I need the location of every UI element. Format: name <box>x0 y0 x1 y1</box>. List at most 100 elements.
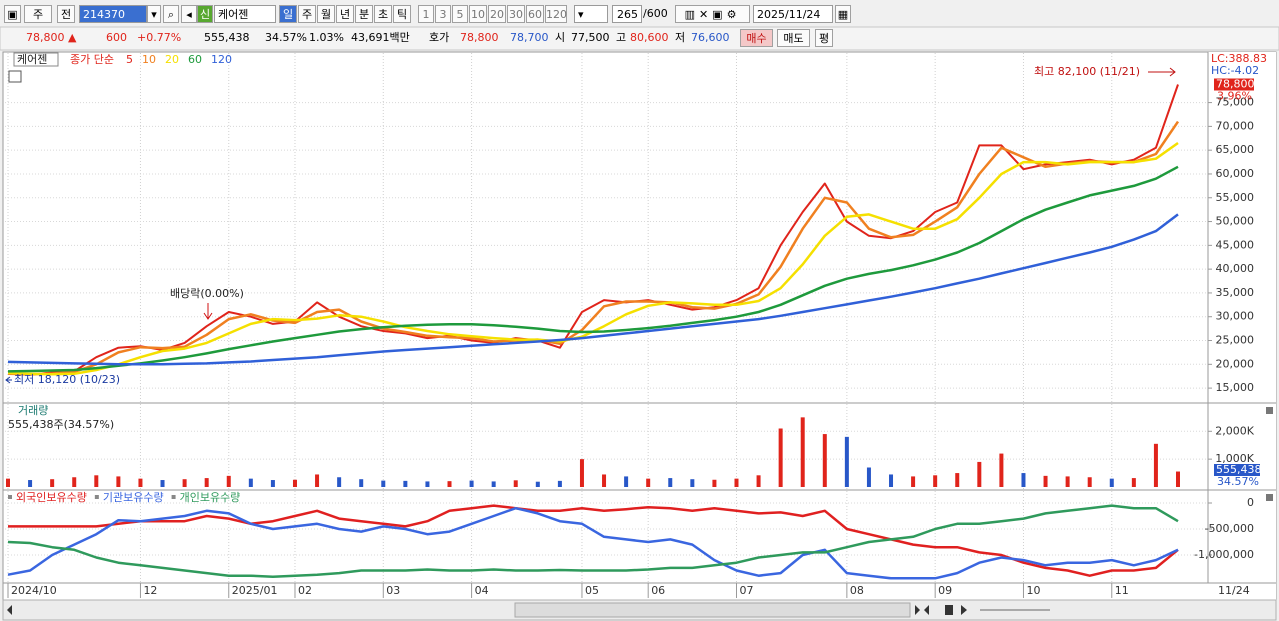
dividend-annotation: 배당락(0.00%) <box>170 287 244 300</box>
volume-bar <box>513 480 518 487</box>
change-pct: +0.77% <box>137 31 182 44</box>
volume-bar <box>1021 473 1026 487</box>
volume-bar <box>822 434 827 487</box>
legend-item: 10 <box>142 53 156 66</box>
range-button[interactable]: 전 <box>57 5 75 23</box>
period-button[interactable]: 일 <box>279 5 297 23</box>
x-tick-label: 2025/01 <box>232 584 278 597</box>
volume-bar <box>602 474 607 487</box>
y-tick-label: 35,000 <box>1216 286 1255 299</box>
period-button[interactable]: 분 <box>355 5 373 23</box>
x-tick-label: 10 <box>1026 584 1040 597</box>
x-tick-label: 04 <box>475 584 489 597</box>
volume-bar <box>6 478 10 487</box>
volume-bar <box>359 479 364 487</box>
unit-select[interactable]: ▾ <box>574 5 608 23</box>
y-tick-label: 65,000 <box>1216 143 1255 156</box>
legend-item: 20 <box>165 53 179 66</box>
x-tick-label: 03 <box>386 584 400 597</box>
legend-item: 5 <box>126 53 133 66</box>
menu-icon[interactable]: ▣ <box>4 5 21 23</box>
interval-button[interactable]: 60 <box>526 5 544 23</box>
interval-button[interactable]: 20 <box>488 5 506 23</box>
legend-marker <box>94 495 99 499</box>
volume-bar <box>1087 477 1092 487</box>
scroll-thumb[interactable] <box>514 602 911 618</box>
x-end-label: 11/24 <box>1218 584 1250 597</box>
low-annotation: 최저 18,120 (10/23) <box>14 373 120 386</box>
legend-subtitle: 종가 단순 <box>70 53 114 66</box>
last-price-box <box>1214 78 1254 91</box>
volume-bar <box>381 480 386 487</box>
period-button[interactable]: 년 <box>336 5 354 23</box>
high: 80,600 <box>630 31 669 44</box>
y-tick-label: 60,000 <box>1216 167 1255 180</box>
open-label: 시 <box>555 31 566 44</box>
volume-bar <box>94 475 99 487</box>
legend-marker <box>171 495 176 499</box>
code-dropdown[interactable]: ▾ <box>147 5 161 23</box>
panel-close[interactable] <box>1266 407 1273 414</box>
ask-label: 호가 <box>429 31 450 44</box>
volume-subtitle: 555,438주(34.57%) <box>8 418 114 431</box>
date-input[interactable]: 2025/11/24 <box>753 5 833 23</box>
x-tick-label: 09 <box>938 584 952 597</box>
volume-bar <box>668 478 673 487</box>
interval-button[interactable]: 5 <box>452 5 468 23</box>
interval-button[interactable]: 1 <box>418 5 434 23</box>
avg-button[interactable]: 평 <box>815 29 833 47</box>
volume-bar <box>844 436 849 487</box>
volume-bar <box>535 481 540 487</box>
panel-close[interactable] <box>1266 494 1273 501</box>
scroll-left[interactable] <box>7 605 12 615</box>
open: 77,500 <box>571 31 610 44</box>
market-select[interactable]: 주 <box>24 5 52 23</box>
buy-button[interactable]: 매수 <box>740 29 773 47</box>
volume-bar <box>292 479 297 487</box>
change: 600 <box>106 31 127 44</box>
sell-button[interactable]: 매도 <box>777 29 810 47</box>
sound-button[interactable]: ◂ <box>181 5 197 23</box>
change-label: 3.96% <box>1217 90 1252 103</box>
x-tick-label: 06 <box>651 584 665 597</box>
period-button[interactable]: 초 <box>374 5 392 23</box>
volume-bar <box>270 480 275 487</box>
calendar-button[interactable]: ▦ <box>835 5 851 23</box>
legend-title: 케어젠 <box>17 53 47 66</box>
volume-bar <box>955 473 960 487</box>
legend-marker <box>8 495 12 499</box>
interval-button[interactable]: 30 <box>507 5 525 23</box>
name-input[interactable]: 케어젠 <box>214 5 276 23</box>
volume-bar <box>579 459 584 487</box>
volume-bar <box>315 474 320 487</box>
scroll-controls[interactable] <box>915 605 967 615</box>
y-tick-label: 55,000 <box>1216 191 1255 204</box>
volume-bar <box>1065 476 1070 487</box>
search-button[interactable]: ⌕ <box>163 5 179 23</box>
period-button[interactable]: 틱 <box>393 5 411 23</box>
volume-bar <box>182 479 187 487</box>
volume-bar <box>734 478 739 487</box>
legend-item: 60 <box>188 53 202 66</box>
period-button[interactable]: 월 <box>317 5 335 23</box>
volume-last-label: 555,438 <box>1216 463 1262 476</box>
y-tick-label: 2,000K <box>1215 424 1254 437</box>
period-button[interactable]: 주 <box>298 5 316 23</box>
volume-bar <box>425 481 430 487</box>
dividend-arrow <box>203 303 213 320</box>
code-input[interactable]: 214370 <box>79 5 147 23</box>
volume: 555,438 <box>204 31 250 44</box>
volume-bar <box>800 417 805 487</box>
y-axis-area <box>1208 52 1276 600</box>
high-annotation: 최고 82,100 (11/21) <box>1034 65 1140 78</box>
tool-icons[interactable]: ▥✕▣⚙ <box>675 5 750 23</box>
volume-bar <box>403 480 408 487</box>
x-tick-label: 02 <box>298 584 312 597</box>
tool-icon[interactable] <box>8 70 22 83</box>
interval-button[interactable]: 120 <box>545 5 567 23</box>
bid: 78,700 <box>510 31 549 44</box>
interval-button[interactable]: 3 <box>435 5 451 23</box>
new-button[interactable]: 신 <box>197 5 213 23</box>
count-input[interactable]: 265 <box>612 5 642 23</box>
interval-button[interactable]: 10 <box>469 5 487 23</box>
